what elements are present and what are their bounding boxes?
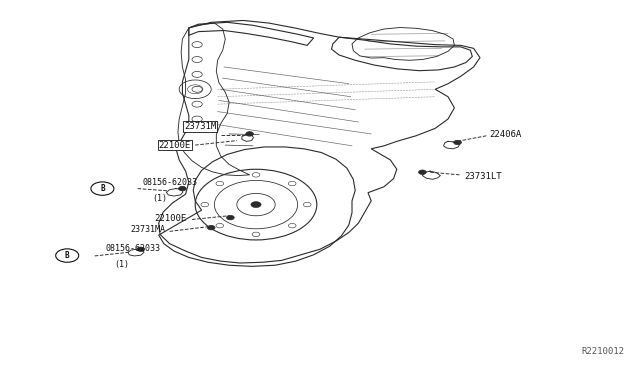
Circle shape bbox=[454, 140, 461, 145]
Text: B: B bbox=[100, 184, 105, 193]
Circle shape bbox=[246, 132, 253, 136]
Text: 23731MA: 23731MA bbox=[130, 225, 165, 234]
Circle shape bbox=[137, 247, 145, 251]
Text: 22406A: 22406A bbox=[490, 130, 522, 139]
Circle shape bbox=[179, 186, 186, 191]
Text: 22100E: 22100E bbox=[159, 141, 191, 150]
Circle shape bbox=[207, 225, 215, 230]
Text: 08156-62033: 08156-62033 bbox=[106, 244, 161, 253]
Text: 23731LT: 23731LT bbox=[464, 172, 502, 181]
Circle shape bbox=[251, 202, 261, 208]
Circle shape bbox=[227, 215, 234, 220]
Circle shape bbox=[419, 170, 426, 174]
Text: R2210012: R2210012 bbox=[581, 347, 624, 356]
Text: (1): (1) bbox=[114, 260, 129, 269]
Text: 08156-62033: 08156-62033 bbox=[142, 178, 197, 187]
Text: B: B bbox=[65, 251, 70, 260]
Text: 22100E: 22100E bbox=[155, 214, 187, 223]
Text: 23731M: 23731M bbox=[184, 122, 216, 131]
Text: (1): (1) bbox=[152, 194, 167, 203]
